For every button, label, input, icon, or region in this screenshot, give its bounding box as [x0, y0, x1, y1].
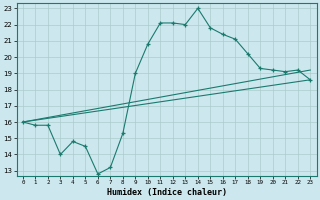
- X-axis label: Humidex (Indice chaleur): Humidex (Indice chaleur): [107, 188, 227, 197]
